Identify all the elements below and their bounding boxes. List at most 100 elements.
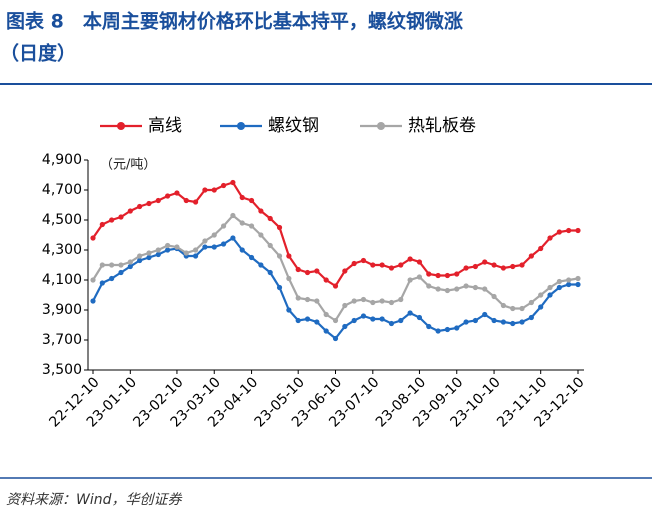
data-point (435, 328, 441, 334)
data-point (342, 302, 348, 309)
data-point (510, 305, 516, 312)
data-point (90, 235, 96, 241)
data-point (286, 275, 292, 282)
data-point (444, 287, 451, 294)
data-point (276, 224, 283, 231)
y-tick-label: 3,700 (42, 332, 82, 348)
data-point (155, 247, 161, 253)
data-point (463, 265, 469, 271)
data-point (295, 317, 301, 324)
data-point (426, 323, 432, 330)
legend-label: 热轧板卷 (408, 116, 476, 136)
data-point (137, 253, 143, 259)
data-point (202, 244, 208, 250)
data-point (146, 254, 152, 261)
chart-title: 图表 8 本周主要钢材价格环比基本持平，螺纹钢微涨 (6, 10, 463, 33)
data-point (360, 296, 367, 303)
data-point (267, 242, 273, 249)
y-tick-label: 4,500 (42, 212, 82, 228)
data-point (109, 275, 115, 282)
data-point (99, 221, 105, 228)
data-point (258, 208, 264, 214)
y-tick-label: 4,900 (42, 152, 82, 168)
data-point (230, 212, 236, 219)
data-point (295, 295, 301, 301)
data-point (174, 190, 180, 196)
data-point (258, 232, 264, 238)
data-point (165, 193, 171, 199)
data-point (90, 298, 96, 304)
data-point (295, 266, 301, 273)
y-tick-label: 3,500 (42, 362, 82, 378)
data-point (304, 316, 311, 322)
data-point (500, 319, 506, 325)
data-point (454, 271, 460, 277)
data-point (267, 215, 273, 222)
data-point (230, 179, 236, 186)
data-point (388, 265, 395, 271)
data-point (435, 286, 441, 292)
data-point (220, 182, 227, 189)
data-point (248, 197, 255, 204)
data-point (360, 313, 367, 319)
data-point (211, 244, 217, 250)
data-point (146, 250, 152, 256)
data-point (528, 253, 534, 259)
data-point (566, 281, 572, 288)
legend-swatch (377, 122, 385, 130)
data-point (472, 317, 479, 324)
data-point (575, 275, 581, 282)
data-point (127, 263, 133, 270)
data-point (351, 298, 357, 304)
legend-swatch (117, 122, 125, 130)
data-point (482, 286, 488, 292)
data-point (304, 296, 311, 303)
legend-label: 高线 (148, 116, 182, 136)
data-point (556, 284, 562, 291)
data-point (547, 284, 553, 291)
data-point (454, 325, 460, 331)
data-point (528, 299, 534, 306)
data-point (538, 245, 544, 252)
data-point (398, 317, 404, 324)
legend-label: 螺纹钢 (268, 116, 319, 136)
data-point (491, 293, 497, 300)
data-point (202, 187, 208, 193)
data-point (155, 251, 161, 258)
data-point (183, 250, 189, 256)
data-point (332, 317, 339, 324)
data-point (566, 227, 572, 234)
data-point (388, 299, 395, 306)
data-point (500, 265, 506, 271)
data-point (491, 317, 497, 324)
data-point (192, 247, 199, 253)
data-point (267, 269, 273, 276)
data-point (220, 241, 227, 247)
data-point (239, 220, 245, 226)
data-point (463, 283, 469, 289)
data-point (332, 283, 339, 289)
data-point (398, 296, 404, 303)
data-point (192, 253, 199, 259)
data-point (304, 269, 311, 276)
data-point (416, 274, 423, 280)
data-point (323, 311, 329, 318)
data-point (314, 319, 320, 325)
data-point (118, 214, 124, 220)
data-point (528, 314, 534, 321)
data-point (472, 263, 479, 270)
data-point (519, 319, 525, 325)
data-point (500, 302, 506, 309)
source: 资料来源：Wind，华创证券 (6, 492, 182, 508)
data-point (519, 262, 525, 268)
data-point (444, 272, 451, 279)
data-point (463, 319, 469, 325)
data-point (239, 194, 245, 201)
data-point (454, 286, 460, 292)
data-point (482, 311, 488, 318)
data-point (491, 262, 497, 268)
data-point (165, 242, 171, 249)
data-point (165, 247, 171, 253)
data-point (332, 335, 339, 342)
data-point (127, 259, 133, 265)
